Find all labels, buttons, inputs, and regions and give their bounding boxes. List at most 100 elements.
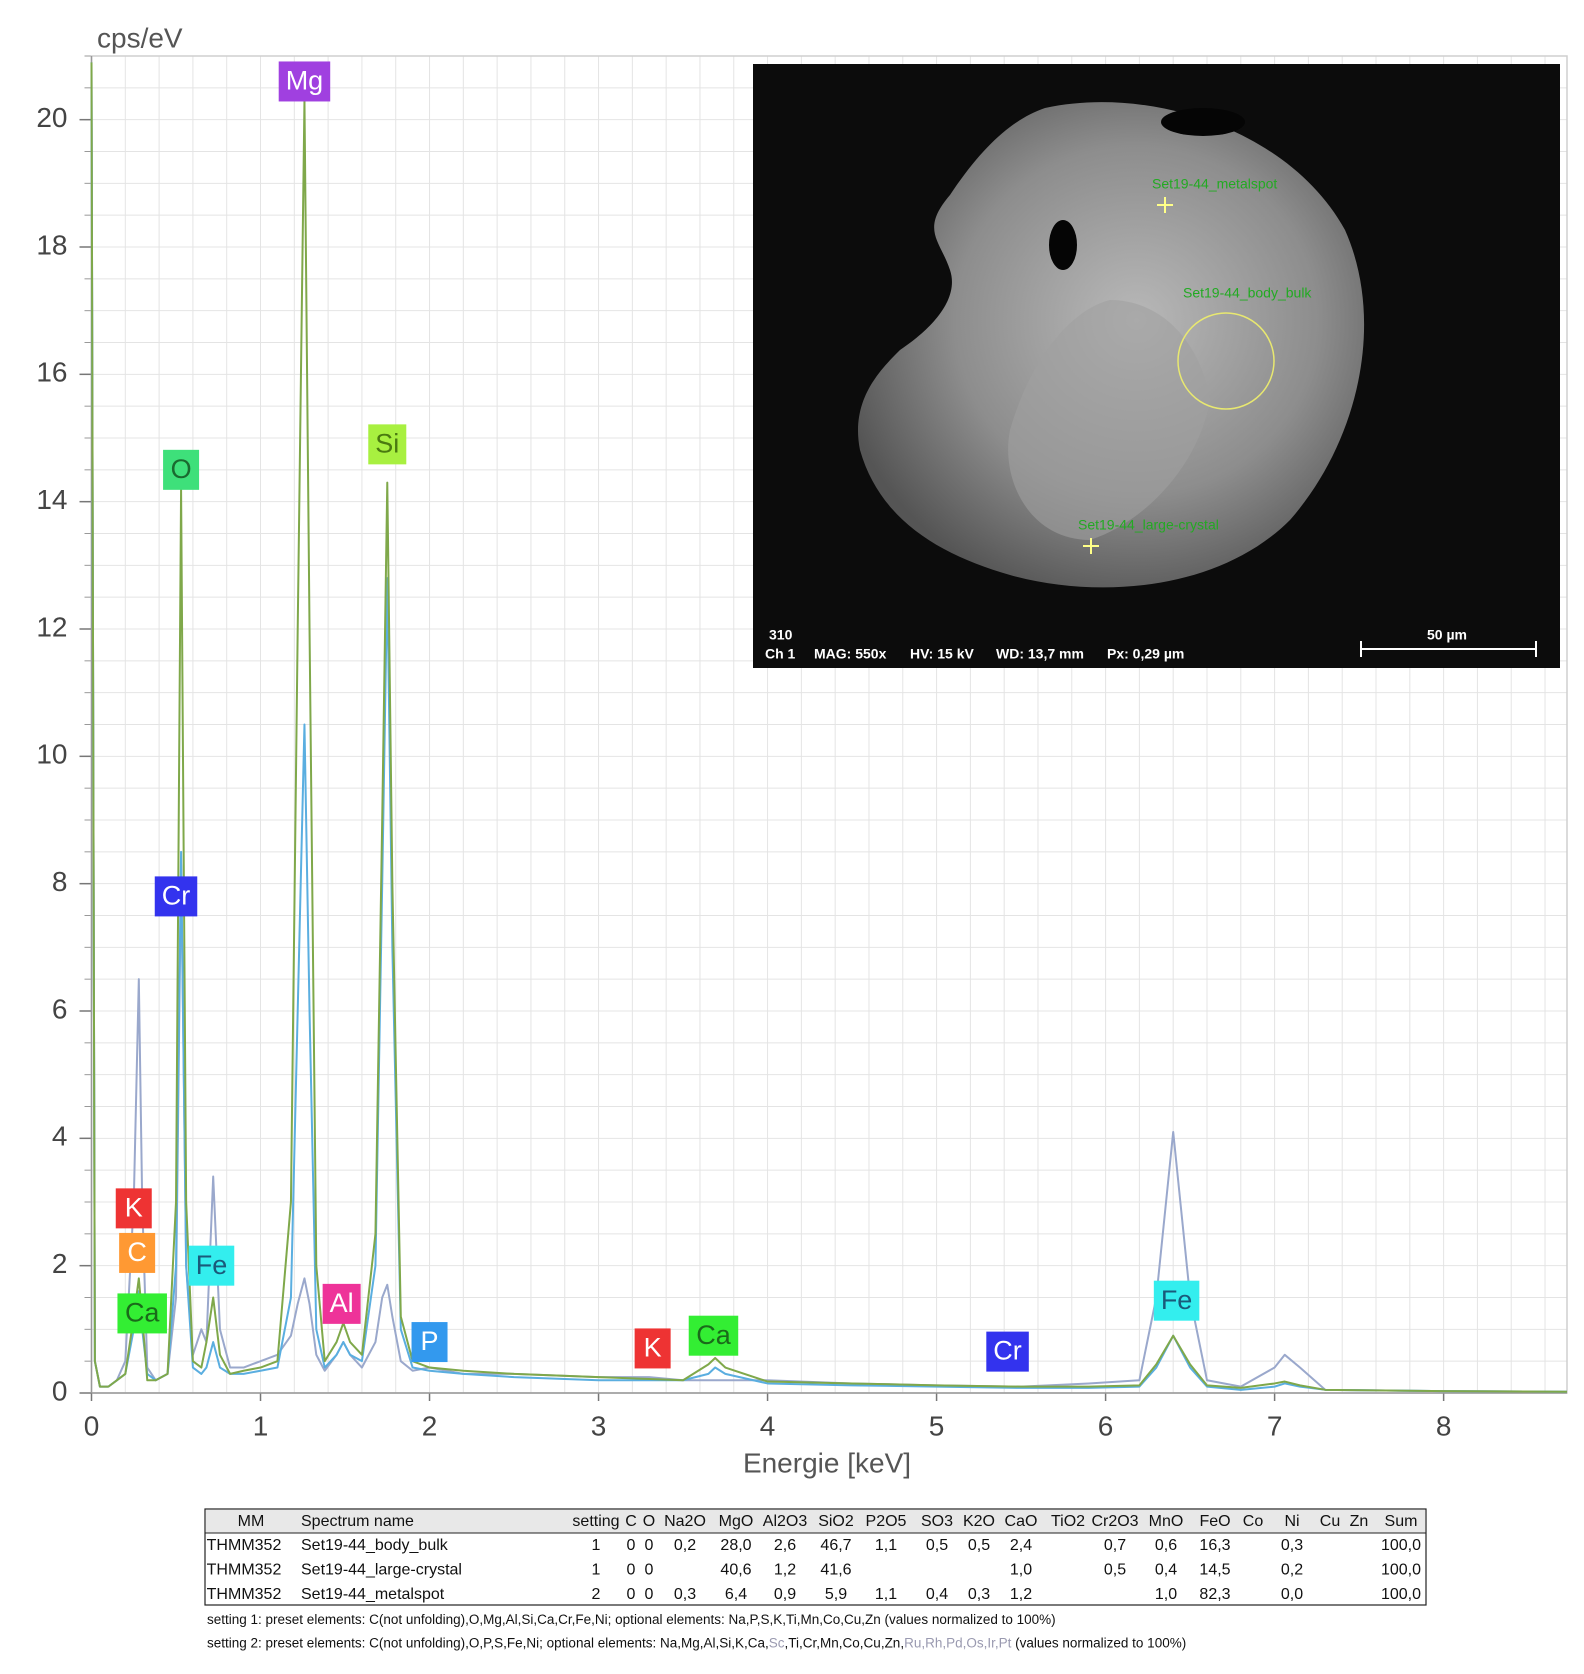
table-note: setting 2: preset elements: C(not unfold… [207,1635,1186,1650]
table-cell: 40,6 [720,1562,751,1579]
peak-label-box [119,1232,156,1273]
peak-label: P [411,1322,448,1363]
y-tick-label: 8 [52,866,68,897]
table-cell: 0,4 [1155,1562,1177,1579]
peak-label: Fe [188,1245,235,1286]
note-part: setting 1: preset elements: C(not unfold… [207,1612,1056,1627]
peak-label: O [163,449,200,490]
table-cell: 1,2 [1010,1586,1032,1603]
table-cell: 100,0 [1381,1562,1421,1579]
column-header: Cu [1320,1513,1340,1530]
peak-label: Mg [278,61,331,102]
column-header: setting [572,1513,619,1530]
spectrum-line [90,62,1568,1393]
peak-label-box [115,1188,152,1229]
table-cell: 14,5 [1199,1562,1230,1579]
peak-label-box [188,1245,235,1286]
image-info: HV: 15 kV [910,646,974,662]
image-info: Px: 0,29 µm [1107,646,1184,662]
table-cell: Set19-44_body_bulk [301,1537,449,1554]
peak-label-box [117,1293,167,1334]
peak-label-text: Ca [696,1320,731,1350]
peak-label: Ca [688,1315,739,1356]
column-header: Co [1243,1513,1264,1530]
x-tick-label: 7 [1267,1410,1283,1441]
note-part: ,Ti,Cr,Mn,Co,Cu,Zn, [785,1635,905,1650]
peak-label: Cr [154,876,198,917]
table-cell: 1,2 [774,1562,796,1579]
table-cell: 0,2 [1281,1562,1303,1579]
peak-label-text: Cr [993,1336,1022,1366]
peak-label-text: Cr [162,881,191,911]
table-cell: THMM352 [207,1586,282,1603]
image-info: Ch 1 [765,646,796,662]
y-tick-label: 2 [52,1248,68,1279]
table-cell: 6,4 [725,1586,747,1603]
table-cell: 0,3 [674,1586,696,1603]
peak-label: Si [368,424,407,465]
table-cell: 0,0 [1281,1586,1303,1603]
peak-label-box [163,449,200,490]
scale-label: 50 µm [1427,627,1467,643]
spot-area [1177,312,1275,410]
table-cell: 0 [645,1586,654,1603]
column-header: Sum [1385,1513,1418,1530]
y-tick-label: 20 [36,102,67,133]
peak-label: K [115,1188,152,1229]
y-tick-label: 10 [36,739,67,770]
column-header: Spectrum name [301,1513,414,1530]
peak-label-text: Ca [125,1298,160,1328]
scale-bar [1360,641,1537,657]
table-cell: 0 [627,1537,636,1554]
peak-label-text: Fe [196,1250,228,1280]
peak-label: C [119,1232,156,1273]
note-part: setting 2: preset elements: C(not unfold… [207,1635,769,1650]
table-cell: 100,0 [1381,1537,1421,1554]
spot-marker [1083,538,1099,554]
peak-label-text: Mg [286,66,324,96]
peak-label: Fe [1153,1280,1200,1321]
table-cell: THMM352 [207,1562,282,1579]
table-cell: 1,1 [875,1586,897,1603]
crystal-face [1008,300,1210,540]
table-note: setting 1: preset elements: C(not unfold… [207,1612,1056,1627]
pore [1161,108,1245,136]
column-header: Na2O [664,1513,706,1530]
y-tick-label: 0 [52,1375,68,1406]
image-info: MAG: 550x [814,646,887,662]
peak-label: Al [322,1283,361,1324]
y-tick-label: 16 [36,357,67,388]
plot [90,62,1568,1393]
spot-label: Set19-44_large-crystal [1078,517,1219,533]
table-cell: 1 [592,1562,601,1579]
table-cell: 16,3 [1199,1537,1230,1554]
table-cell: Set19-44_large-crystal [301,1562,462,1579]
x-tick-label: 0 [84,1410,100,1441]
table-cell: 0,5 [1104,1562,1126,1579]
table-cell: 2,4 [1010,1537,1032,1554]
table-cell: 0,6 [1155,1537,1177,1554]
table-cell: 0,9 [774,1586,796,1603]
spot-label: Set19-44_body_bulk [1183,285,1312,301]
column-header: SiO2 [818,1513,854,1530]
peak-label-box [986,1331,1029,1372]
peak-label-box [634,1328,671,1369]
peak-label: Ca [117,1293,167,1334]
column-header: C [625,1513,637,1530]
peak-label-box [278,61,331,102]
peak-label-text: C [127,1237,147,1267]
table-cell: 100,0 [1381,1586,1421,1603]
x-tick-label: 2 [422,1410,438,1441]
column-header: SO3 [921,1513,953,1530]
table-cell: 0,5 [968,1537,990,1554]
peak-label: Cr [986,1331,1029,1372]
table-cell: 28,0 [720,1537,751,1554]
table-cell: 1 [592,1537,601,1554]
column-header: CaO [1005,1513,1038,1530]
peak-label-box [322,1283,361,1324]
table-cell: 0 [627,1586,636,1603]
table-cell: 41,6 [820,1562,851,1579]
peak-label-text: O [171,454,192,484]
column-header: MnO [1149,1513,1184,1530]
